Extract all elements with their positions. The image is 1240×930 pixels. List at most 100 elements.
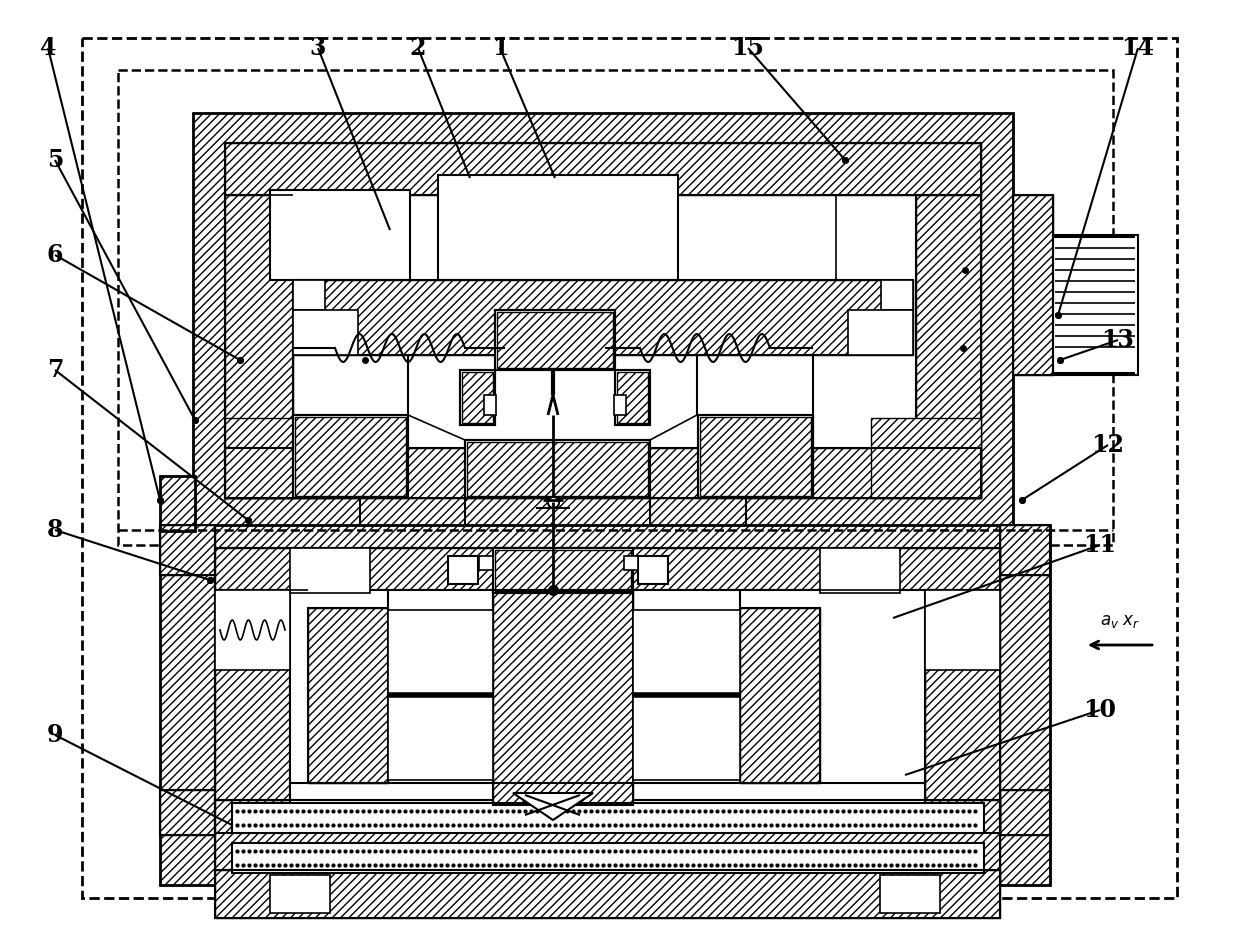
- Bar: [215, 590, 290, 833]
- Bar: [160, 525, 215, 575]
- Bar: [293, 280, 325, 310]
- Text: 10: 10: [1084, 698, 1116, 722]
- Text: 15: 15: [732, 36, 764, 60]
- Bar: [999, 525, 1050, 575]
- Bar: [438, 175, 678, 280]
- Bar: [215, 548, 999, 833]
- Bar: [160, 525, 1050, 885]
- Bar: [999, 790, 1050, 835]
- Bar: [293, 310, 358, 355]
- Bar: [494, 548, 632, 593]
- Bar: [160, 790, 215, 835]
- Text: 2: 2: [409, 36, 427, 60]
- Text: 5: 5: [47, 148, 63, 172]
- Bar: [160, 476, 195, 531]
- Bar: [224, 143, 981, 195]
- Bar: [232, 803, 985, 833]
- Bar: [479, 556, 494, 570]
- Bar: [495, 310, 615, 370]
- Bar: [494, 590, 632, 805]
- Bar: [232, 843, 985, 873]
- Bar: [701, 417, 811, 496]
- Bar: [460, 370, 495, 425]
- Bar: [465, 440, 650, 498]
- Bar: [215, 590, 290, 670]
- Text: 8: 8: [47, 518, 63, 542]
- Bar: [495, 550, 631, 591]
- Bar: [215, 800, 999, 882]
- Bar: [118, 70, 1114, 545]
- Bar: [293, 280, 913, 355]
- Bar: [1013, 195, 1053, 375]
- Bar: [925, 590, 999, 833]
- Bar: [614, 395, 626, 415]
- Bar: [193, 113, 1013, 528]
- Bar: [215, 870, 999, 918]
- Text: $a_v\ x_r$: $a_v\ x_r$: [1100, 613, 1140, 630]
- Bar: [880, 280, 913, 310]
- Bar: [224, 448, 981, 498]
- Bar: [224, 195, 293, 498]
- Bar: [290, 590, 925, 805]
- Bar: [224, 448, 981, 498]
- Bar: [465, 440, 650, 498]
- Bar: [215, 548, 999, 590]
- Bar: [224, 195, 293, 498]
- Text: 4: 4: [40, 36, 56, 60]
- Bar: [160, 525, 1050, 885]
- Bar: [880, 875, 940, 913]
- Bar: [639, 556, 668, 584]
- Text: 3: 3: [310, 36, 326, 60]
- Bar: [193, 113, 1013, 528]
- Bar: [615, 370, 650, 425]
- Bar: [295, 417, 405, 496]
- Polygon shape: [513, 793, 593, 820]
- Bar: [160, 525, 215, 575]
- Bar: [1013, 195, 1053, 375]
- Bar: [495, 310, 615, 370]
- Bar: [632, 610, 740, 780]
- Bar: [618, 372, 649, 423]
- Text: 13: 13: [1101, 328, 1135, 352]
- Bar: [624, 556, 639, 570]
- Bar: [740, 608, 820, 783]
- Bar: [293, 280, 913, 355]
- Bar: [740, 608, 820, 783]
- Bar: [270, 875, 330, 913]
- Bar: [925, 590, 999, 670]
- Bar: [308, 608, 388, 783]
- Bar: [215, 870, 999, 918]
- Bar: [467, 442, 649, 496]
- Bar: [463, 372, 494, 423]
- Bar: [270, 190, 410, 280]
- Bar: [224, 143, 981, 498]
- Bar: [698, 415, 813, 498]
- Bar: [160, 476, 195, 531]
- Text: 9: 9: [47, 723, 63, 747]
- Bar: [999, 525, 1050, 575]
- Bar: [460, 370, 495, 425]
- Bar: [224, 143, 981, 195]
- Bar: [293, 415, 408, 498]
- Bar: [484, 395, 496, 415]
- Bar: [160, 790, 215, 835]
- Bar: [1053, 235, 1138, 375]
- Bar: [848, 310, 913, 355]
- Bar: [215, 590, 290, 833]
- Bar: [293, 415, 408, 498]
- Bar: [925, 590, 999, 833]
- Text: 12: 12: [1091, 433, 1125, 457]
- Text: 1: 1: [492, 36, 508, 60]
- Bar: [215, 548, 999, 590]
- Bar: [388, 610, 494, 780]
- Bar: [215, 800, 999, 882]
- Bar: [308, 608, 388, 783]
- Bar: [820, 548, 900, 593]
- Bar: [999, 790, 1050, 835]
- Bar: [448, 556, 477, 584]
- Bar: [290, 548, 370, 593]
- Bar: [224, 418, 335, 498]
- Bar: [870, 418, 981, 498]
- Bar: [494, 548, 632, 593]
- Bar: [698, 415, 813, 498]
